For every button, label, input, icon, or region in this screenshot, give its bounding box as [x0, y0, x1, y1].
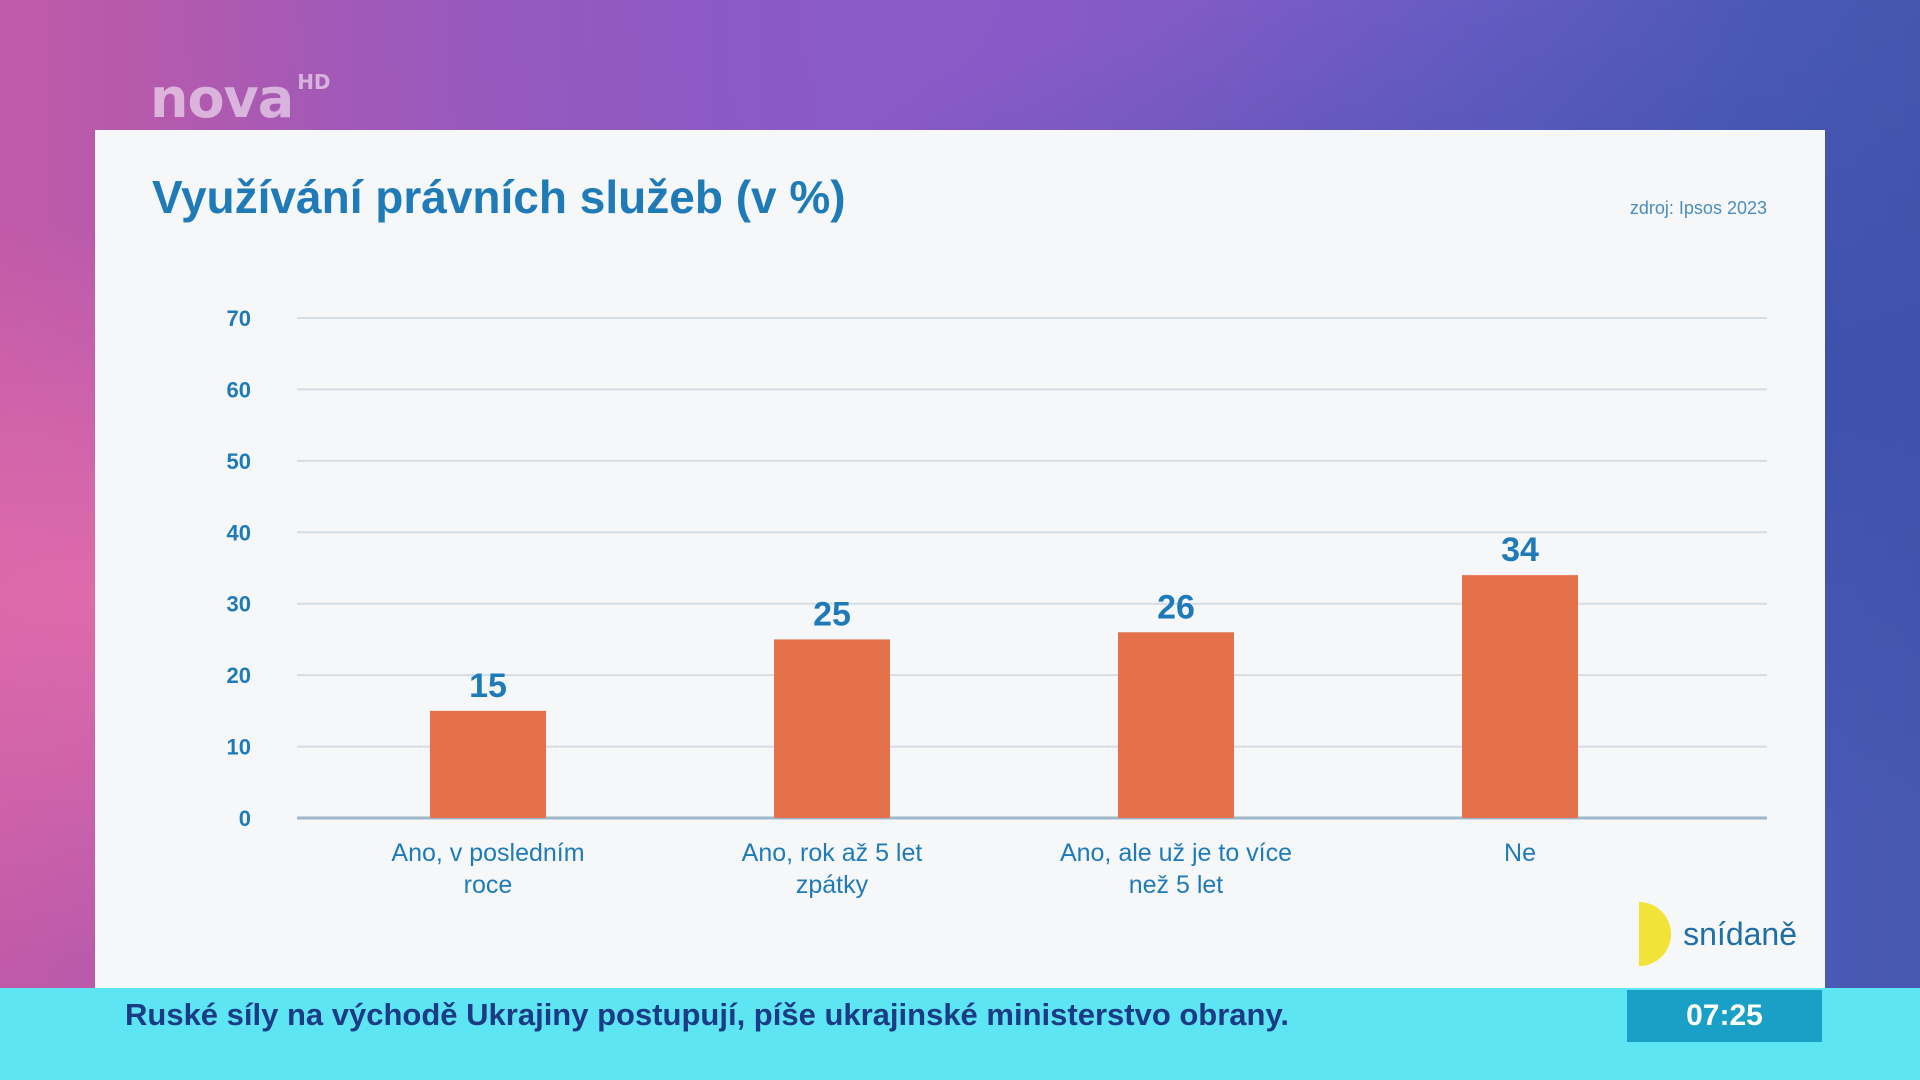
chart-source: zdroj: Ipsos 2023 — [1629, 198, 1767, 218]
y-tick-label: 50 — [227, 449, 251, 474]
ticker-headline: Ruské síly na východě Ukrajiny postupují… — [125, 997, 1290, 1032]
x-category-label: Ne — [1504, 839, 1536, 867]
y-tick-label: 30 — [227, 592, 251, 617]
bar-value-label: 26 — [1157, 588, 1195, 626]
program-name: snídaně — [1683, 915, 1797, 952]
sun-logo-icon — [1639, 902, 1672, 966]
x-category-label: Ano, rok až 5 let zpátky — [742, 839, 923, 899]
bar-chart: 0 10 20 30 40 50 60 70 15 Ano, v posledním roce 25 A… — [227, 306, 1767, 899]
channel-logo: nova HD — [150, 67, 331, 130]
program-brand: snídaně — [1639, 902, 1797, 966]
y-tick-label: 60 — [227, 377, 251, 402]
y-tick-label: 0 — [239, 806, 251, 831]
y-tick-label: 20 — [227, 663, 251, 688]
x-category-label: Ano, ale už je to více než 5 let — [1060, 839, 1292, 899]
y-tick-label: 70 — [227, 306, 251, 331]
bar — [430, 710, 546, 818]
bar — [774, 639, 890, 818]
bar-value-label: 15 — [469, 667, 507, 705]
y-tick-label: 10 — [227, 735, 251, 760]
x-category-label: Ano, v posledním roce — [391, 839, 584, 899]
bar-value-label: 25 — [813, 595, 851, 633]
news-ticker: Ruské síly na východě Ukrajiny postupují… — [0, 988, 1920, 1080]
bar — [1462, 575, 1578, 818]
ticker-clock: 07:25 — [1627, 990, 1822, 1042]
chart-title: Využívání právních služeb (v %) — [152, 171, 846, 223]
y-tick-label: 40 — [227, 520, 251, 545]
bar-value-label: 34 — [1501, 531, 1539, 569]
chart-panel: Využívání právních služeb (v %) zdroj: I… — [95, 130, 1825, 988]
bar — [1118, 632, 1234, 818]
